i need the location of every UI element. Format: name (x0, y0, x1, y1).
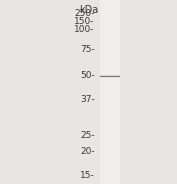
Text: 75-: 75- (80, 45, 95, 54)
Text: 250-: 250- (74, 8, 95, 17)
Bar (100, 0, 120, 184)
Text: 15-: 15- (80, 171, 95, 180)
Text: kDa: kDa (79, 5, 98, 15)
Text: 20-: 20- (80, 148, 95, 157)
Text: 37-: 37- (80, 95, 95, 105)
Text: 50-: 50- (80, 72, 95, 81)
Text: 25-: 25- (80, 130, 95, 139)
Text: 100-: 100- (74, 24, 95, 33)
Text: 150-: 150- (74, 17, 95, 26)
